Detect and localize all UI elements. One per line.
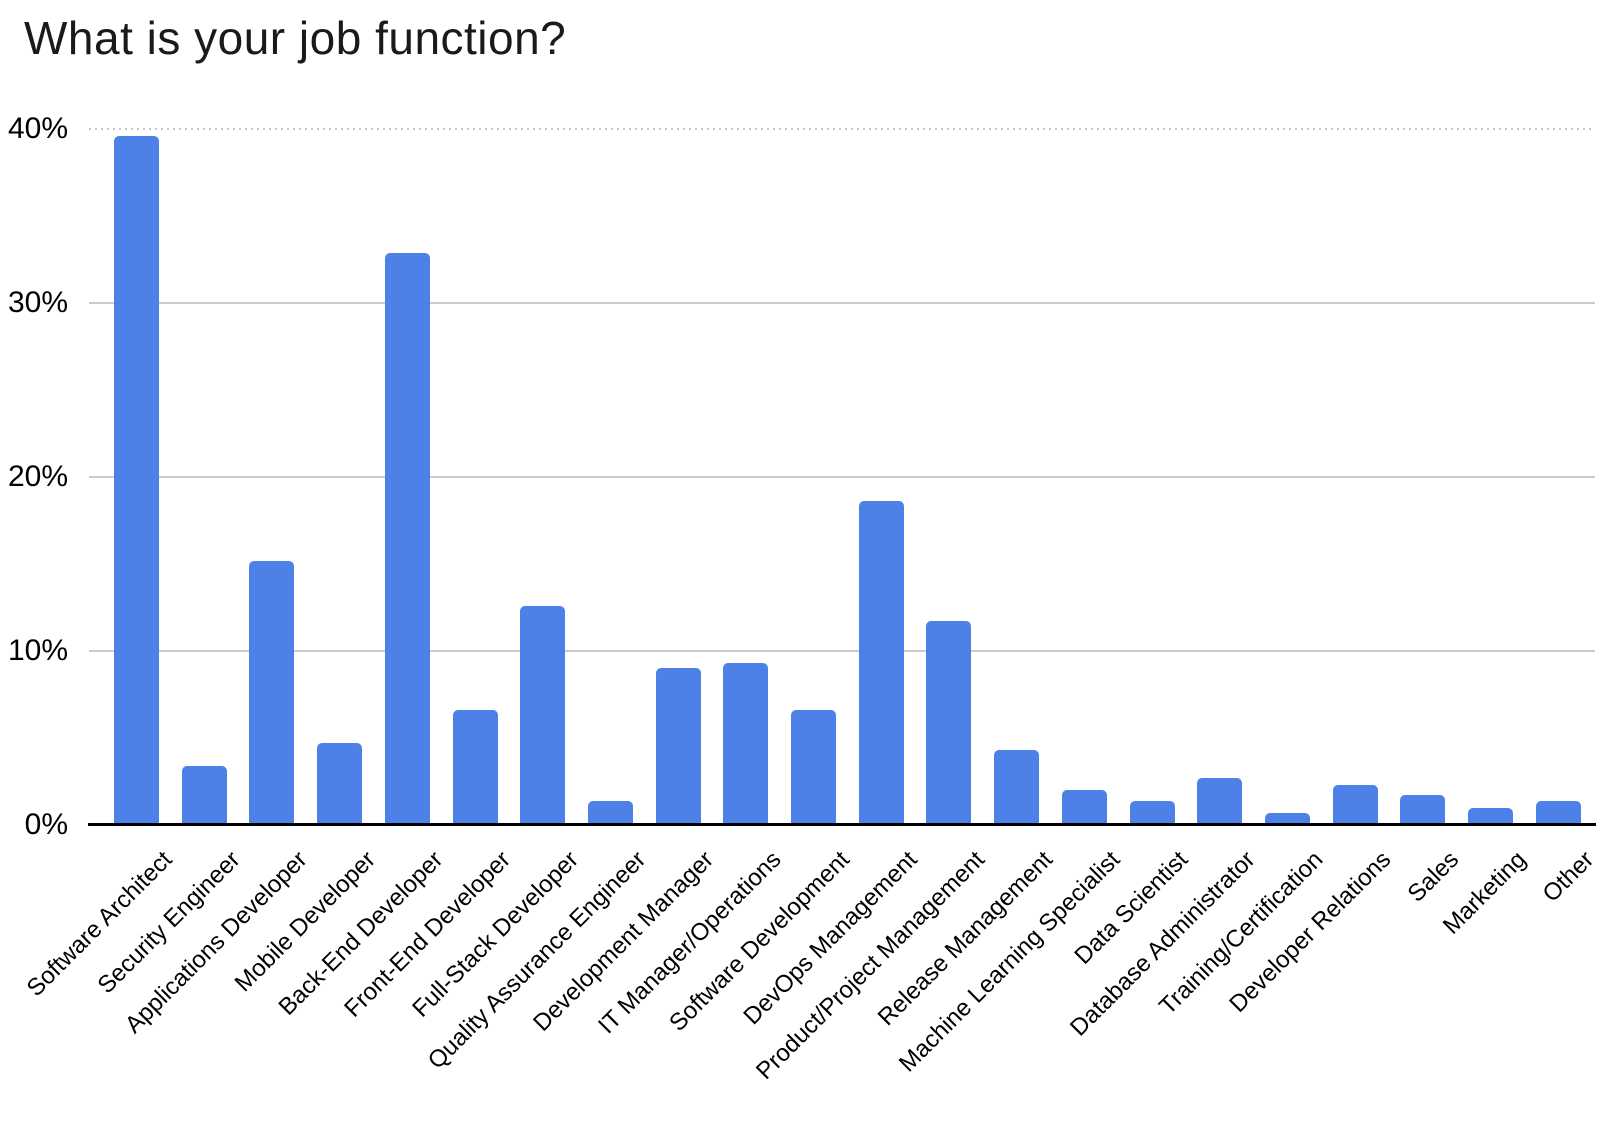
- ytick-label-20%: 20%: [7, 460, 68, 493]
- gridline-20%: [89, 476, 1595, 478]
- gridline-30%: [89, 302, 1595, 304]
- bar-marketing: [1468, 807, 1513, 825]
- ytick-label-0%: 0%: [24, 808, 68, 841]
- bar-it-manager-operations: [723, 663, 769, 825]
- gridline-10%: [89, 650, 1595, 652]
- bar-development-manager: [655, 668, 701, 825]
- bar-other: [1535, 800, 1581, 825]
- bar-back-end-developer: [384, 252, 430, 825]
- bar-product-project-management: [926, 621, 972, 825]
- bar-release-management: [994, 750, 1040, 825]
- bar-mobile-developer: [317, 743, 363, 825]
- bar-security-engineer: [181, 765, 227, 825]
- ytick-label-10%: 10%: [7, 634, 68, 667]
- bar-software-architect: [114, 135, 159, 825]
- bar-developer-relations: [1332, 784, 1378, 825]
- bar-quality-assurance-engineer: [587, 800, 633, 825]
- x-axis-line: [88, 823, 1596, 826]
- bar-sales: [1400, 795, 1446, 825]
- xtick-label-other: Other: [1537, 846, 1600, 908]
- ytick-label-30%: 30%: [7, 286, 68, 319]
- plot-area: [88, 128, 1596, 826]
- chart-title: What is your job function?: [24, 12, 567, 64]
- xtick-label-sales: Sales: [1402, 846, 1464, 908]
- bar-applications-developer: [249, 560, 295, 825]
- bar-front-end-developer: [452, 710, 498, 825]
- bar-data-scientist: [1129, 800, 1175, 825]
- bar-training-certification: [1264, 812, 1310, 825]
- bar-full-stack-developer: [520, 605, 566, 825]
- ytick-label-40%: 40%: [7, 112, 68, 145]
- gridline-40%: [89, 128, 1595, 130]
- bar-software-development: [791, 710, 836, 825]
- bar-devops-management: [858, 501, 904, 825]
- bar-machine-learning-specialist: [1061, 790, 1107, 825]
- bar-database-administrator: [1197, 778, 1243, 825]
